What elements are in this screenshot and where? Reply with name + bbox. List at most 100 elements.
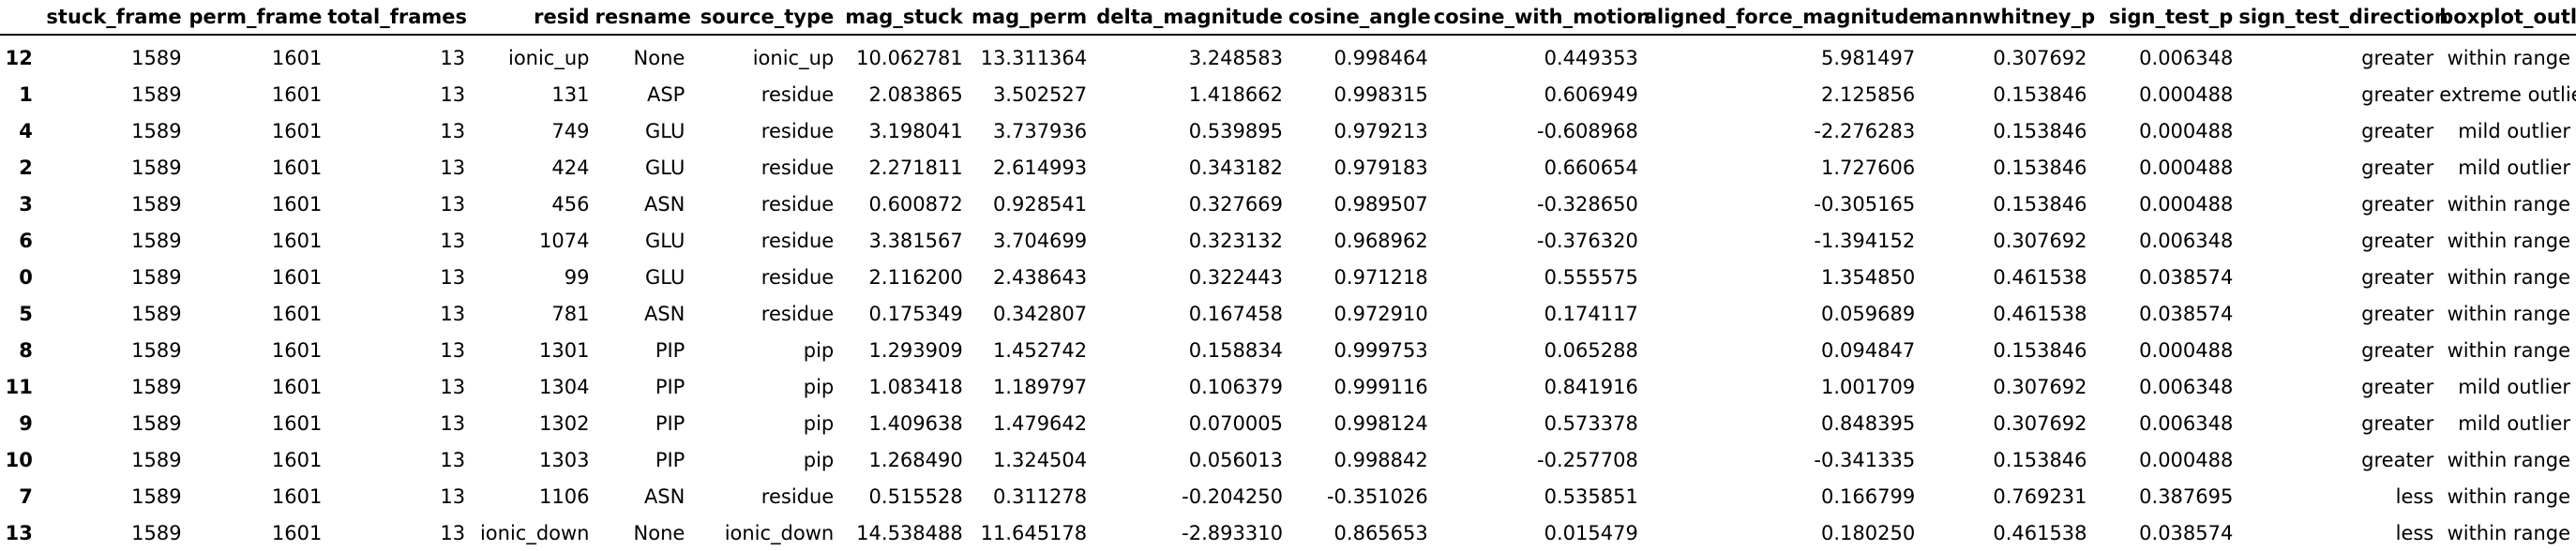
table-cell: 0.000488 bbox=[2139, 338, 2234, 362]
table-cell: 3.737936 bbox=[992, 119, 1088, 142]
table-cell: 1589 bbox=[131, 192, 182, 216]
table-cell: ionic_up bbox=[752, 46, 835, 69]
table-cell: 0.000488 bbox=[2139, 448, 2234, 471]
table-cell: 0.928541 bbox=[992, 192, 1088, 216]
table-cell: 13 bbox=[440, 82, 466, 106]
table-cell: 131 bbox=[551, 82, 590, 106]
table-cell: 749 bbox=[551, 119, 590, 142]
column-header: cosine_angle bbox=[1288, 6, 1431, 28]
table-cell: None bbox=[633, 521, 685, 544]
column-header: aligned_force_magnitude bbox=[1643, 6, 1922, 28]
table-cell: 1601 bbox=[271, 229, 323, 252]
table-cell: 1.083418 bbox=[868, 375, 963, 398]
table-row: 10 1589 1601 13 1303 PIP pip 1.268490 1.324504 0.… bbox=[0, 441, 2576, 478]
table-cell: 0.998842 bbox=[1333, 448, 1428, 471]
table-cell: less bbox=[2395, 521, 2434, 544]
column-header: mannwhitney_p bbox=[1921, 6, 2096, 28]
table-row: 7 1589 1601 13 1106 ASN residue 0.515528 0.31127… bbox=[0, 478, 2576, 514]
table-cell: 0.865653 bbox=[1333, 521, 1428, 544]
column-header: resid bbox=[534, 6, 590, 28]
table-row: 4 1589 1601 13 749 GLU residue 3.198041 3.737936… bbox=[0, 112, 2576, 149]
table-cell: 1589 bbox=[131, 302, 182, 325]
table-cell: 0.342807 bbox=[992, 302, 1088, 325]
table-cell: 0.166799 bbox=[1821, 484, 1916, 508]
table-cell: 1601 bbox=[271, 156, 323, 179]
table-cell: within range bbox=[2447, 192, 2570, 216]
table-cell: greater bbox=[2361, 265, 2434, 289]
table-cell: 0.461538 bbox=[1993, 302, 2087, 325]
table-cell: 14.538488 bbox=[856, 521, 963, 544]
table-cell: 13 bbox=[440, 119, 466, 142]
table-cell: 13 bbox=[440, 192, 466, 216]
table-row: 13 1589 1601 13 ionic_down None ionic_down 14.5… bbox=[0, 514, 2576, 551]
table-cell: 0.841916 bbox=[1544, 375, 1638, 398]
column-header: mag_perm bbox=[972, 6, 1088, 28]
table-cell: 1601 bbox=[271, 448, 323, 471]
table-cell: 0.065288 bbox=[1544, 338, 1638, 362]
table-cell: 13.311364 bbox=[980, 46, 1088, 69]
table-cell: greater bbox=[2361, 448, 2434, 471]
table-cell: 13 bbox=[440, 448, 466, 471]
row-index: 3 bbox=[19, 192, 33, 216]
table-cell: 0.153846 bbox=[1993, 192, 2087, 216]
row-index: 13 bbox=[5, 521, 33, 544]
table-cell: 0.555575 bbox=[1544, 265, 1638, 289]
table-cell: 5.981497 bbox=[1821, 46, 1916, 69]
table-cell: 1601 bbox=[271, 411, 323, 435]
row-index: 10 bbox=[5, 448, 33, 471]
column-header: mag_stuck bbox=[845, 6, 963, 28]
table-cell: 1589 bbox=[131, 484, 182, 508]
row-index: 4 bbox=[19, 119, 33, 142]
table-cell: mild outlier bbox=[2458, 156, 2570, 179]
table-cell: 0.000488 bbox=[2139, 119, 2234, 142]
table-cell: 0.972910 bbox=[1333, 302, 1428, 325]
table-cell: 0.461538 bbox=[1993, 521, 2087, 544]
table-cell: 0.056013 bbox=[1188, 448, 1283, 471]
table-cell: 3.198041 bbox=[868, 119, 963, 142]
table-cell: 0.000488 bbox=[2139, 156, 2234, 179]
table-cell: 0.343182 bbox=[1188, 156, 1283, 179]
table-cell: 0.180250 bbox=[1821, 521, 1916, 544]
row-index: 6 bbox=[19, 229, 33, 252]
table-cell: 2.438643 bbox=[992, 265, 1088, 289]
table-cell: 1.452742 bbox=[992, 338, 1088, 362]
table-cell: 0.539895 bbox=[1188, 119, 1283, 142]
table-cell: 3.704699 bbox=[992, 229, 1088, 252]
table-cell: within range bbox=[2447, 484, 2570, 508]
column-header: source_type bbox=[700, 6, 835, 28]
table-cell: extreme outlier bbox=[2439, 82, 2576, 106]
table-cell: 0.307692 bbox=[1993, 46, 2087, 69]
table-cell: residue bbox=[761, 119, 835, 142]
table-cell: 1.409638 bbox=[868, 411, 963, 435]
table-cell: 0.660654 bbox=[1544, 156, 1638, 179]
table-cell: 781 bbox=[551, 302, 590, 325]
column-header: delta_magnitude bbox=[1096, 6, 1283, 28]
table-cell: 1601 bbox=[271, 338, 323, 362]
table-cell: 1589 bbox=[131, 46, 182, 69]
table-cell: 1601 bbox=[271, 375, 323, 398]
table-cell: 0.387695 bbox=[2139, 484, 2234, 508]
table-cell: 1.354850 bbox=[1821, 265, 1916, 289]
table-row: 5 1589 1601 13 781 ASN residue 0.175349 0.342807… bbox=[0, 295, 2576, 332]
table-cell: 1301 bbox=[539, 338, 590, 362]
table-cell: 1601 bbox=[271, 484, 323, 508]
table-cell: residue bbox=[761, 484, 835, 508]
table-cell: 13 bbox=[440, 46, 466, 69]
table-cell: 1601 bbox=[271, 46, 323, 69]
table-cell: 1.324504 bbox=[992, 448, 1088, 471]
table-cell: 2.083865 bbox=[868, 82, 963, 106]
table-cell: ASN bbox=[643, 484, 685, 508]
column-header: total_frames bbox=[327, 6, 467, 28]
table-cell: 0.175349 bbox=[868, 302, 963, 325]
table-cell: 13 bbox=[440, 375, 466, 398]
table-cell: 0.311278 bbox=[992, 484, 1088, 508]
table-cell: 1589 bbox=[131, 156, 182, 179]
table-cell: 456 bbox=[551, 192, 590, 216]
table-cell: 13 bbox=[440, 302, 466, 325]
table-cell: 0.000488 bbox=[2139, 192, 2234, 216]
table-cell: 10.062781 bbox=[856, 46, 963, 69]
table-cell: -2.893310 bbox=[1182, 521, 1283, 544]
table-cell: greater bbox=[2361, 156, 2434, 179]
table-cell: 0.535851 bbox=[1544, 484, 1638, 508]
table-cell: 1589 bbox=[131, 338, 182, 362]
